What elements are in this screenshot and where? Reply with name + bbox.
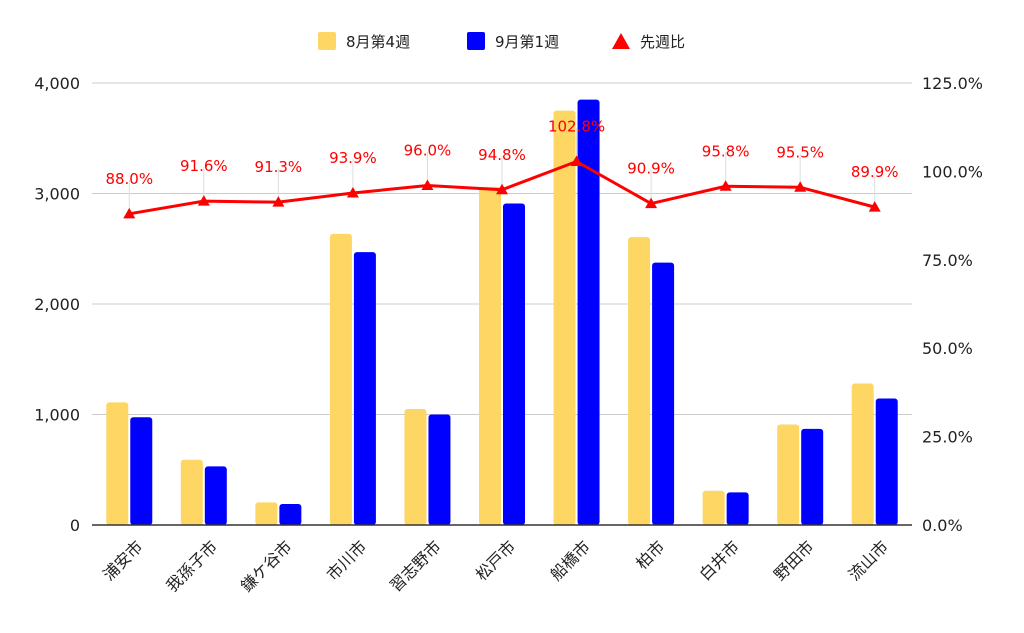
bar <box>702 490 725 525</box>
legend-label: 先週比 <box>640 33 685 51</box>
triangle-marker <box>272 196 285 207</box>
bar <box>851 383 874 525</box>
bars <box>106 99 898 525</box>
category-label: 船橋市 <box>546 537 593 584</box>
bar <box>130 417 153 525</box>
bar <box>255 502 278 525</box>
data-label: 88.0% <box>105 170 153 188</box>
triangle-marker <box>645 197 658 209</box>
left-tick-label: 4,000 <box>34 74 80 93</box>
data-label: 95.8% <box>702 142 750 160</box>
triangle-marker <box>719 180 732 191</box>
legend-label: 8月第4週 <box>346 33 410 51</box>
right-tick-label: 75.0% <box>922 251 973 270</box>
category-label: 流山市 <box>845 537 892 584</box>
bar <box>577 99 600 525</box>
triangle-marker <box>421 179 434 191</box>
category-label: 柏市 <box>632 537 668 573</box>
left-tick-label: 2,000 <box>34 295 80 314</box>
category-label: 鎌ケ谷市 <box>237 537 296 596</box>
line-series: 88.0% 91.6% 91.3% 93.9% 96.0% 94.8% 102.8% 90.9… <box>105 117 899 219</box>
bar <box>628 237 651 525</box>
data-label: 96.0% <box>404 142 452 160</box>
triangle-marker <box>123 207 136 219</box>
data-label: 91.3% <box>255 158 303 176</box>
category-label: 習志野市 <box>386 537 445 596</box>
bar <box>777 424 800 525</box>
bar <box>428 414 451 525</box>
triangle-marker <box>197 195 210 206</box>
left-tick-label: 1,000 <box>34 406 80 425</box>
gridlines <box>92 82 912 415</box>
category-label: 白井市 <box>696 537 743 584</box>
legend-label: 9月第1週 <box>495 33 559 51</box>
right-tick-label: 25.0% <box>922 428 973 447</box>
bar <box>180 459 203 525</box>
triangle-marker <box>868 201 881 212</box>
category-label: 野田市 <box>770 537 817 584</box>
right-tick-label: 50.0% <box>922 339 973 358</box>
bar <box>503 203 525 525</box>
data-label: 89.9% <box>851 163 899 181</box>
category-label: 浦安市 <box>99 537 146 584</box>
bar <box>875 398 898 525</box>
data-label: 91.6% <box>180 157 228 175</box>
bar <box>479 186 501 525</box>
bar <box>279 504 302 525</box>
right-tick-label: 100.0% <box>922 162 983 181</box>
category-labels: 浦安市 我孫子市 鎌ケ谷市 市川市 習志野市 松戸市 船橋市 柏市 白井市 野田市 流山市 <box>99 537 892 596</box>
data-label: 102.8% <box>548 117 605 135</box>
left-tick-label: 0 <box>70 516 80 535</box>
data-label: 90.9% <box>627 160 675 178</box>
bar <box>801 428 824 525</box>
left-axis-ticks: 0 1,000 2,000 3,000 4,000 <box>34 74 80 535</box>
category-label: 我孫子市 <box>162 537 221 596</box>
category-label: 松戸市 <box>472 537 519 584</box>
bar <box>726 492 749 525</box>
legend-swatch <box>318 32 336 50</box>
legend-triangle-icon <box>612 33 630 49</box>
bar <box>329 233 352 525</box>
triangle-marker <box>794 181 807 192</box>
bar <box>404 408 427 525</box>
data-label: 93.9% <box>329 149 377 167</box>
bar <box>106 402 129 525</box>
bar <box>553 110 576 525</box>
data-label: 95.5% <box>776 143 824 161</box>
bar <box>652 262 675 525</box>
triangle-marker <box>570 155 583 166</box>
category-label: 市川市 <box>323 537 370 584</box>
data-label: 94.8% <box>478 146 526 164</box>
bar <box>204 466 227 525</box>
legend: 8月第4週 9月第1週 先週比 <box>318 32 685 51</box>
right-tick-label: 125.0% <box>922 74 983 93</box>
right-axis-ticks: 0.0% 25.0% 50.0% 75.0% 100.0% 125.0% <box>922 74 983 535</box>
triangle-marker <box>346 186 359 198</box>
right-tick-label: 0.0% <box>922 516 963 535</box>
legend-swatch <box>467 32 485 50</box>
bar <box>353 252 376 525</box>
triangle-marker <box>496 183 508 195</box>
left-tick-label: 3,000 <box>34 185 80 204</box>
